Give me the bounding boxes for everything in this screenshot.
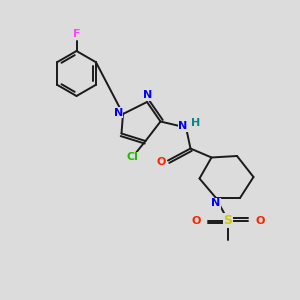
- Text: N: N: [178, 121, 188, 131]
- Text: O: O: [157, 157, 166, 167]
- Text: H: H: [191, 118, 200, 128]
- Text: F: F: [73, 28, 80, 39]
- Text: O: O: [191, 215, 201, 226]
- Text: N: N: [211, 198, 220, 208]
- Text: Cl: Cl: [126, 152, 138, 163]
- Text: O: O: [255, 215, 265, 226]
- Text: N: N: [114, 108, 123, 118]
- Text: S: S: [224, 214, 232, 227]
- Text: N: N: [143, 90, 152, 100]
